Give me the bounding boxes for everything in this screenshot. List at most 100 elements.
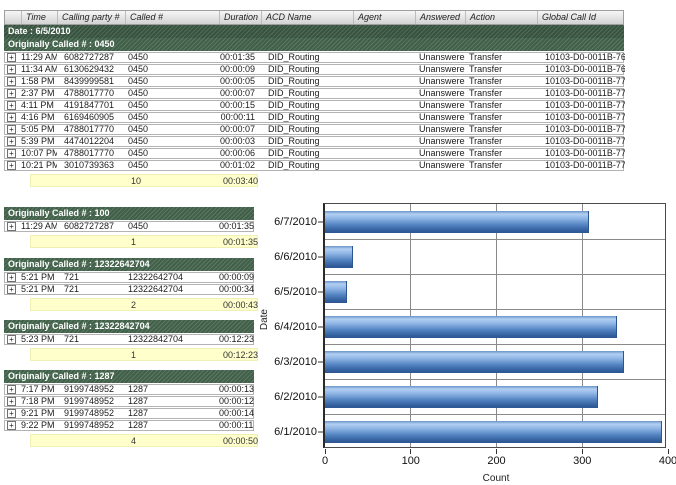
cell-calling-party: 6082727287 — [64, 222, 115, 231]
cell-time: 5:21 PM — [21, 285, 55, 294]
cell-action: Transfer — [469, 53, 503, 62]
expand-plus-icon[interactable]: + — [7, 222, 16, 231]
expand-plus-icon[interactable]: + — [7, 149, 16, 158]
column-header-answered[interactable]: Answered — [415, 11, 465, 24]
cell-time: 10:21 PM — [21, 161, 57, 170]
expand-plus-icon[interactable]: + — [7, 397, 16, 406]
column-header-calling-party[interactable]: Calling party # — [57, 11, 125, 24]
cell-duration: 00:00:13 — [219, 385, 255, 394]
column-header-acd-name[interactable]: ACD Name — [261, 11, 353, 24]
cell-duration: 00:00:06 — [219, 149, 255, 158]
expand-plus-icon[interactable]: + — [7, 77, 16, 86]
table-row: +11:29 AM 6082727287 0450 00:01:35 — [4, 221, 254, 232]
cell-answered: Unanswered — [419, 53, 465, 62]
x-axis-tick — [581, 449, 583, 454]
cell-global-call-id: 10103-D0-0011B-772 — [545, 101, 625, 110]
expand-plus-icon[interactable]: + — [7, 421, 16, 430]
gridline-horizontal — [325, 238, 665, 240]
bar-6/6/2010 — [325, 245, 354, 268]
group-header: Originally Called # : 1287 — [4, 370, 254, 383]
cell-global-call-id: 10103-D0-0011B-76F — [545, 65, 625, 74]
group-total-row: 2 00:00:43 — [30, 298, 258, 311]
expand-plus-icon[interactable]: + — [7, 285, 16, 294]
table-row: +5:21 PM 721 12322642704 00:00:34 — [4, 284, 254, 295]
cell-answered: Unanswered — [419, 113, 465, 122]
gridline-horizontal — [325, 273, 665, 275]
expand-plus-icon[interactable]: + — [7, 273, 16, 282]
expand-plus-icon[interactable]: + — [7, 161, 16, 170]
cell-calling-party: 721 — [64, 285, 80, 294]
table-row: +5:39 PM 4474012204 0450 00:00:03 DID_Routin… — [4, 136, 625, 147]
cell-called: 0450 — [128, 101, 149, 110]
cell-answered: Unanswered — [419, 149, 465, 158]
x-axis-tick — [324, 449, 326, 454]
expand-cell: + — [5, 77, 21, 86]
cell-called: 0450 — [128, 125, 149, 134]
cell-global-call-id: 10103-D0-0011B-774 — [545, 125, 625, 134]
x-axis-tick-label: 100 — [401, 455, 420, 467]
cell-acd-name: DID_Routing — [268, 53, 320, 62]
cell-time: 5:23 PM — [21, 335, 55, 344]
x-axis-tick-label: 400 — [658, 455, 676, 467]
column-header-global-call-id[interactable]: Global Call Id — [537, 11, 625, 24]
cell-calling-party: 3010739363 — [64, 161, 115, 170]
cell-called: 0450 — [128, 149, 149, 158]
cell-global-call-id: 10103-D0-0011B-778 — [545, 137, 625, 146]
group-total-row: 10 00:03:40 — [30, 174, 258, 187]
column-header-called[interactable]: Called # — [125, 11, 219, 24]
column-header-action[interactable]: Action — [465, 11, 537, 24]
expand-plus-icon[interactable]: + — [7, 409, 16, 418]
column-header-time[interactable]: Time — [21, 11, 57, 24]
expand-cell: + — [5, 137, 21, 146]
column-header-duration[interactable]: Duration — [219, 11, 261, 24]
cell-action: Transfer — [469, 113, 503, 122]
expand-plus-icon[interactable]: + — [7, 385, 16, 394]
cell-global-call-id: 10103-D0-0011B-77F — [545, 161, 625, 170]
cell-called: 0450 — [128, 137, 149, 146]
cell-duration: 00:00:11 — [220, 113, 255, 122]
cell-time: 11:34 AM — [21, 65, 57, 74]
cell-action: Transfer — [469, 161, 503, 170]
bar-6/4/2010 — [325, 315, 617, 338]
cell-global-call-id: 10103-D0-0011B-773 — [545, 113, 625, 122]
call-report-table: Time Calling party # Called # Duration A… — [4, 10, 625, 187]
expand-cell: + — [5, 53, 21, 62]
table-row: +1:58 PM 8439999581 0450 00:00:05 DID_Routin… — [4, 76, 625, 87]
cell-acd-name: DID_Routing — [268, 137, 320, 146]
cell-called: 1287 — [128, 385, 149, 394]
expand-plus-icon[interactable]: + — [7, 101, 16, 110]
cell-time: 11:29 AM — [21, 53, 57, 62]
expand-plus-icon[interactable]: + — [7, 137, 16, 146]
expand-plus-icon[interactable]: + — [7, 65, 16, 74]
cell-answered: Unanswered — [419, 77, 465, 86]
total-duration: 00:00:50 — [223, 435, 259, 446]
y-axis-category-label: 6/6/2010 — [274, 250, 317, 263]
expand-plus-icon[interactable]: + — [7, 113, 16, 122]
cell-called: 0450 — [128, 161, 149, 170]
cell-called: 12322642704 — [128, 285, 184, 294]
y-axis-tick — [318, 256, 325, 257]
expand-cell: + — [5, 125, 21, 134]
total-count: 2 — [131, 299, 137, 310]
expand-plus-icon[interactable]: + — [7, 53, 16, 62]
cell-action: Transfer — [469, 149, 503, 158]
y-axis-tick — [318, 431, 325, 432]
cell-answered: Unanswered — [419, 101, 465, 110]
expand-plus-icon[interactable]: + — [7, 89, 16, 98]
group-table-1287: Originally Called # : 1287 +7:17 PM 91997… — [4, 370, 258, 447]
expand-plus-icon[interactable]: + — [7, 125, 16, 134]
cell-duration: 00:01:35 — [219, 222, 255, 231]
cell-time: 2:37 PM — [21, 89, 55, 98]
cell-calling-party: 6169460905 — [64, 113, 115, 122]
column-header-agent[interactable]: Agent — [353, 11, 415, 24]
expand-cell: + — [5, 397, 21, 406]
cell-calling-party: 4191847701 — [64, 101, 115, 110]
x-axis-tick-label: 0 — [321, 455, 329, 467]
y-axis-category-label: 6/4/2010 — [274, 320, 317, 333]
expand-plus-icon[interactable]: + — [7, 335, 16, 344]
cell-answered: Unanswered — [419, 89, 465, 98]
cell-time: 11:29 AM — [21, 222, 57, 231]
cell-duration: 00:01:35 — [219, 53, 255, 62]
cell-calling-party: 6082727287 — [64, 53, 115, 62]
x-axis-title: Count — [482, 473, 510, 484]
